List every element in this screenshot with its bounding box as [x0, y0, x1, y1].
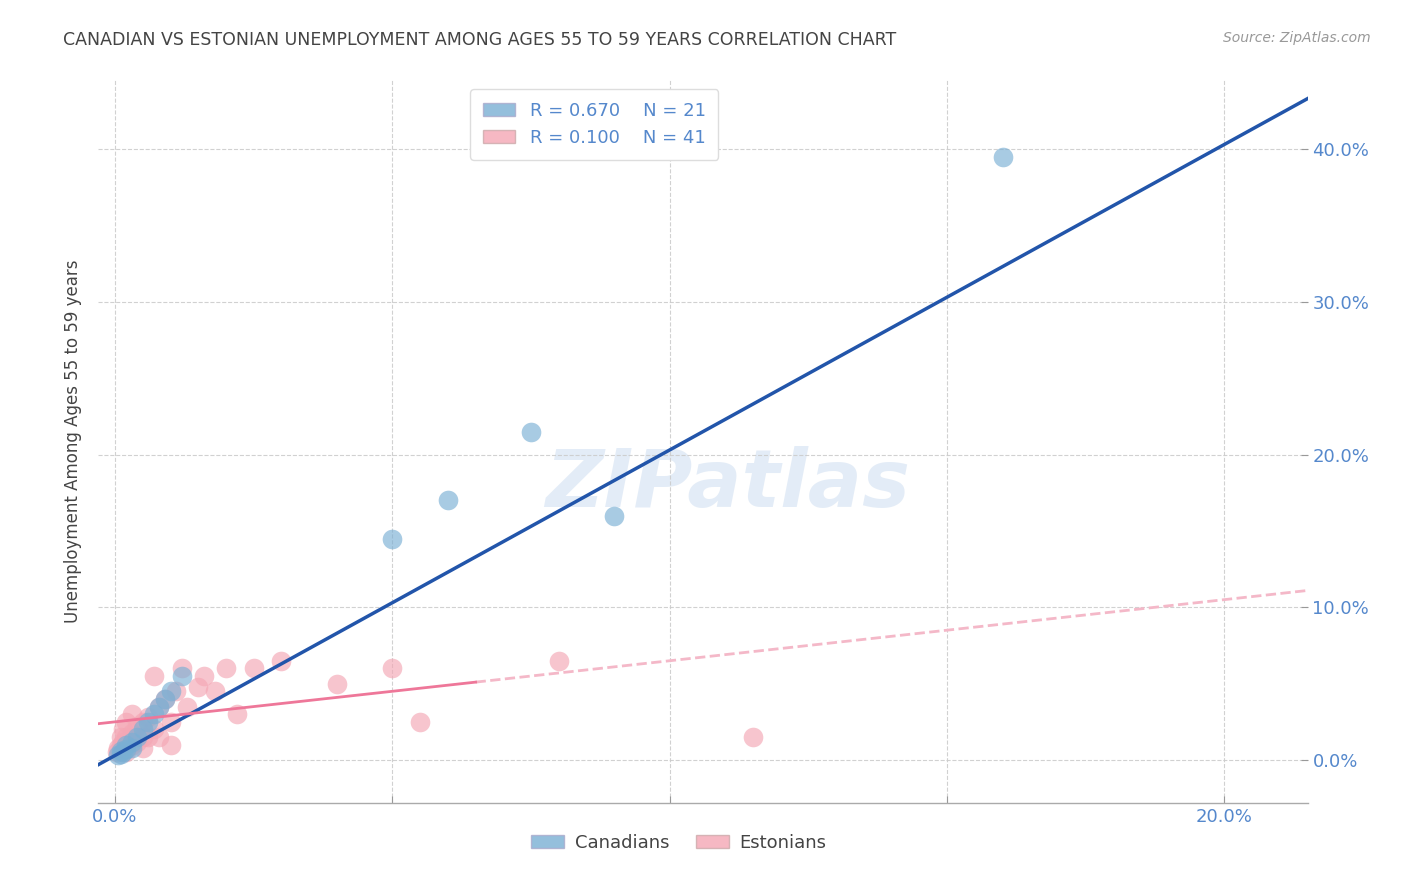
Point [105, 745, 128, 759]
Point [132, 714, 155, 729]
Point [165, 684, 187, 698]
Point [121, 740, 143, 755]
Point [112, 735, 135, 749]
Point [112, 745, 135, 759]
Point [170, 669, 193, 683]
Text: CANADIAN VS ESTONIAN UNEMPLOYMENT AMONG AGES 55 TO 59 YEARS CORRELATION CHART: CANADIAN VS ESTONIAN UNEMPLOYMENT AMONG … [63, 31, 897, 49]
Point [127, 730, 149, 744]
Point [115, 738, 138, 752]
Point [115, 730, 138, 744]
Point [132, 730, 155, 744]
Point [742, 730, 765, 744]
Point [138, 714, 160, 729]
Point [242, 661, 264, 675]
Point [110, 738, 132, 752]
Point [170, 661, 193, 675]
Point [121, 738, 143, 752]
Text: ZIPatlas: ZIPatlas [544, 446, 910, 524]
Text: Source: ZipAtlas.com: Source: ZipAtlas.com [1223, 31, 1371, 45]
Point [326, 676, 349, 690]
Point [142, 707, 165, 722]
Point [121, 725, 143, 739]
Point [381, 532, 404, 546]
Point [148, 699, 170, 714]
Point [159, 684, 181, 698]
Point [138, 730, 160, 744]
Point [142, 723, 165, 737]
Point [159, 714, 181, 729]
Point [127, 719, 149, 733]
Point [142, 669, 165, 683]
Point [204, 684, 226, 698]
Point [176, 699, 198, 714]
Point [138, 710, 160, 724]
Point [437, 493, 460, 508]
Point [121, 735, 143, 749]
Point [110, 730, 132, 744]
Point [115, 742, 138, 756]
Point [153, 692, 176, 706]
Point [132, 740, 155, 755]
Point [520, 425, 543, 439]
Point [270, 654, 292, 668]
Point [148, 699, 170, 714]
Point [153, 692, 176, 706]
Point [547, 654, 569, 668]
Y-axis label: Unemployment Among Ages 55 to 59 years: Unemployment Among Ages 55 to 59 years [63, 260, 82, 624]
Point [603, 508, 626, 523]
Point [115, 714, 138, 729]
Point [127, 735, 149, 749]
Point [381, 661, 404, 675]
Point [121, 707, 143, 722]
Point [148, 730, 170, 744]
Legend: Canadians, Estonians: Canadians, Estonians [524, 826, 834, 859]
Point [110, 744, 132, 758]
Point [107, 748, 129, 763]
Point [991, 150, 1014, 164]
Point [132, 723, 155, 737]
Point [187, 680, 209, 694]
Point [112, 723, 135, 737]
Point [110, 747, 132, 761]
Point [193, 669, 215, 683]
Point [215, 661, 238, 675]
Point [159, 738, 181, 752]
Point [107, 740, 129, 755]
Point [226, 707, 249, 722]
Point [115, 745, 138, 759]
Point [409, 714, 432, 729]
